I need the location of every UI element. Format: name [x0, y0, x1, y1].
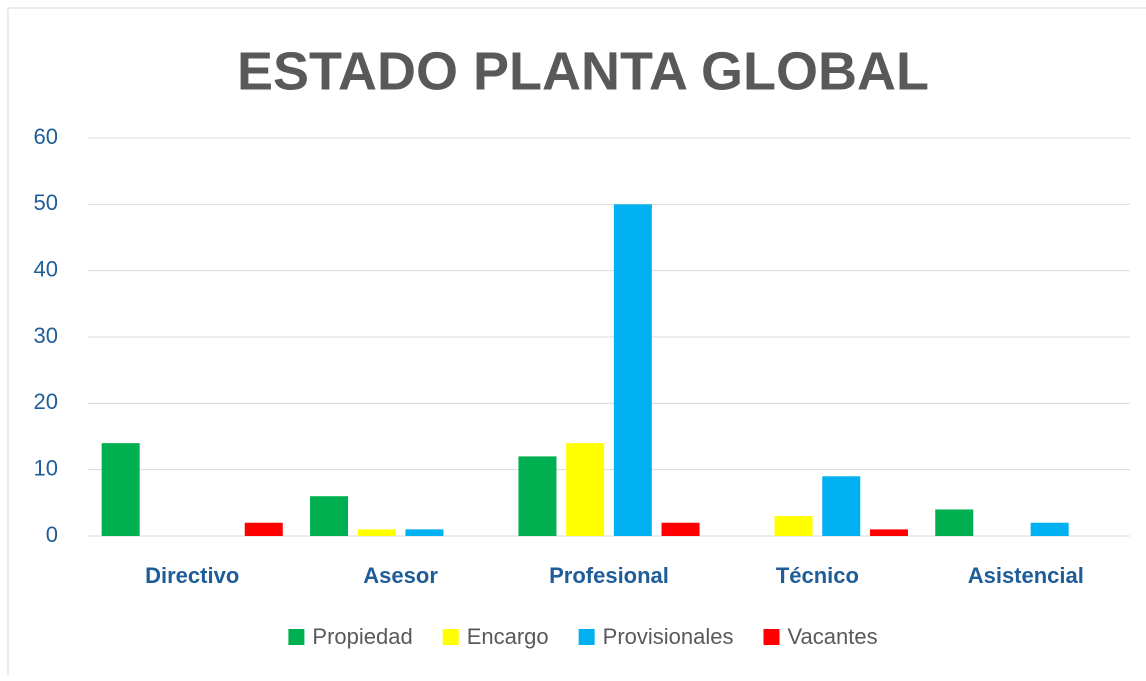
- bar: [869, 529, 908, 536]
- y-tick-label: 40: [34, 256, 58, 281]
- bar: [774, 516, 813, 536]
- bar: [310, 496, 349, 536]
- x-tick-label: Asesor: [363, 563, 438, 588]
- x-tick-label: Asistencial: [968, 563, 1084, 588]
- bar: [613, 204, 652, 537]
- legend-label: Encargo: [467, 624, 549, 649]
- x-tick-label: Profesional: [549, 563, 669, 588]
- bar: [566, 443, 605, 536]
- legend-label: Provisionales: [603, 624, 734, 649]
- y-tick-label: 30: [34, 323, 58, 348]
- bar: [101, 443, 140, 536]
- x-tick-label: Técnico: [776, 563, 859, 588]
- x-tick-label: Directivo: [145, 563, 239, 588]
- chart-border: [7, 7, 1146, 681]
- legend-label: Vacantes: [788, 624, 878, 649]
- y-tick-label: 50: [34, 190, 58, 215]
- y-tick-label: 10: [34, 455, 58, 480]
- bar: [244, 522, 283, 536]
- bar: [822, 476, 861, 536]
- bar: [1030, 522, 1069, 536]
- legend-label: Propiedad: [312, 624, 412, 649]
- bar: [357, 529, 396, 536]
- legend: Propiedad Encargo Provisionales Vacantes: [288, 624, 878, 649]
- bar: [405, 529, 444, 536]
- y-tick-label: 20: [34, 389, 58, 414]
- chart-title: ESTADO PLANTA GLOBAL: [237, 41, 929, 101]
- bar: [935, 509, 974, 536]
- bar: [661, 522, 700, 536]
- bar: [518, 456, 557, 536]
- legend-swatch: [578, 629, 595, 645]
- legend-swatch: [763, 629, 780, 645]
- legend-swatch: [288, 629, 305, 645]
- legend-swatch: [442, 629, 459, 645]
- y-tick-label: 60: [34, 124, 58, 149]
- y-tick-label: 0: [46, 522, 58, 547]
